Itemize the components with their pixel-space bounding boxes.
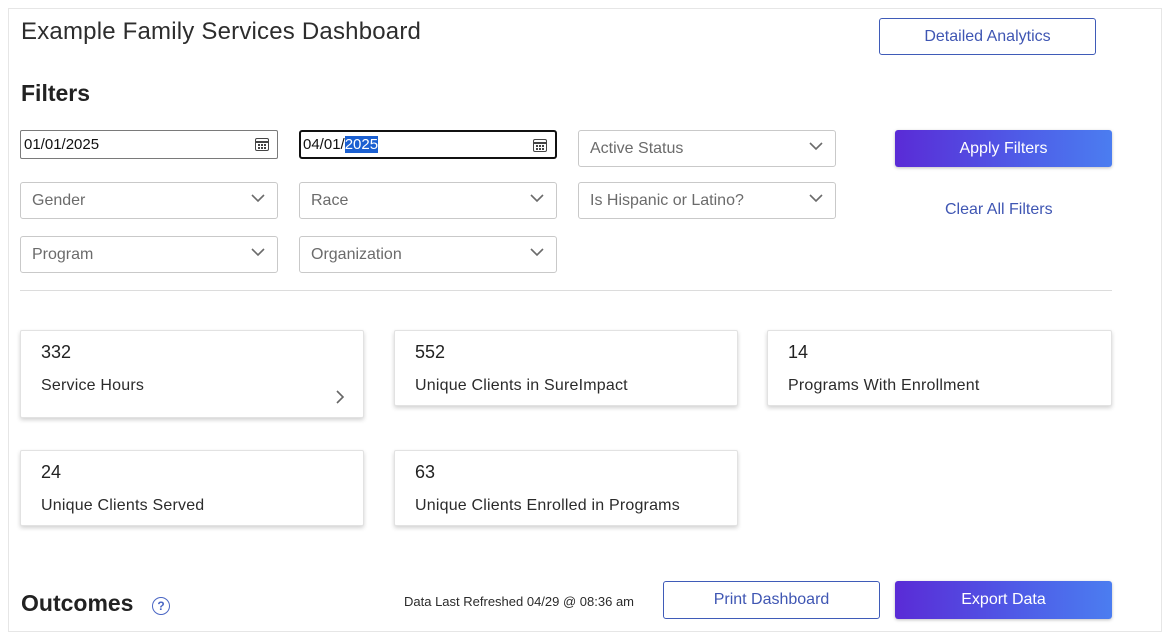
metric-value: 552 [415,342,446,362]
gender-select[interactable]: Gender [20,182,278,219]
metric-label: Service Hours [41,377,145,394]
metric-card-service-hours[interactable]: 332 Service Hours [20,330,364,418]
end-date-input[interactable]: 04/01/2025 [299,130,557,159]
organization-placeholder: Organization [311,245,402,263]
metric-value: 14 [788,342,809,362]
metric-label: Unique Clients Served [41,497,205,514]
export-data-button[interactable]: Export Data [895,581,1112,619]
section-divider [20,290,1112,291]
metric-card-unique-clients-sureimpact: 552 Unique Clients in SureImpact [394,330,738,406]
start-date-input[interactable]: 01/01/2025 [20,130,278,159]
end-date-prefix: 04/01/ [303,136,345,153]
chevron-down-icon [809,194,823,203]
metric-value: 332 [41,342,72,362]
organization-select[interactable]: Organization [299,236,557,273]
metric-card-programs-with-enrollment: 14 Programs With Enrollment [767,330,1112,406]
metric-label: Unique Clients in SureImpact [415,377,628,394]
help-icon[interactable]: ? [152,597,170,615]
chevron-down-icon [530,194,544,203]
last-refreshed-text: Data Last Refreshed 04/29 @ 08:36 am [404,594,635,609]
metric-label: Programs With Enrollment [788,377,980,394]
program-select[interactable]: Program [20,236,278,273]
start-date-value: 01/01/2025 [24,136,100,153]
chevron-right-icon[interactable] [335,389,345,405]
filters-heading: Filters [21,80,91,106]
metric-value: 63 [415,462,436,482]
detailed-analytics-button[interactable]: Detailed Analytics [879,18,1096,55]
active-status-placeholder: Active Status [590,139,684,157]
active-status-select[interactable]: Active Status [578,130,836,167]
race-select[interactable]: Race [299,182,557,219]
print-dashboard-button[interactable]: Print Dashboard [663,581,880,619]
outcomes-heading: Outcomes [21,590,134,616]
chevron-down-icon [530,248,544,257]
apply-filters-button[interactable]: Apply Filters [895,130,1112,167]
gender-placeholder: Gender [32,191,86,209]
calendar-icon[interactable] [533,139,547,152]
clear-all-filters-link[interactable]: Clear All Filters [945,201,1053,218]
metric-card-unique-clients-served: 24 Unique Clients Served [20,450,364,526]
chevron-down-icon [251,194,265,203]
chevron-down-icon [809,142,823,151]
chevron-down-icon [251,248,265,257]
calendar-icon[interactable] [255,138,269,151]
race-placeholder: Race [311,191,349,209]
metric-label: Unique Clients Enrolled in Programs [415,497,680,514]
hispanic-select[interactable]: Is Hispanic or Latino? [578,182,836,219]
metric-card-unique-clients-enrolled: 63 Unique Clients Enrolled in Programs [394,450,738,526]
hispanic-placeholder: Is Hispanic or Latino? [590,191,744,209]
program-placeholder: Program [32,245,94,263]
dashboard-frame [8,8,1162,632]
page-title: Example Family Services Dashboard [21,18,422,45]
end-date-selected-year: 2025 [344,136,379,153]
metric-value: 24 [41,462,62,482]
